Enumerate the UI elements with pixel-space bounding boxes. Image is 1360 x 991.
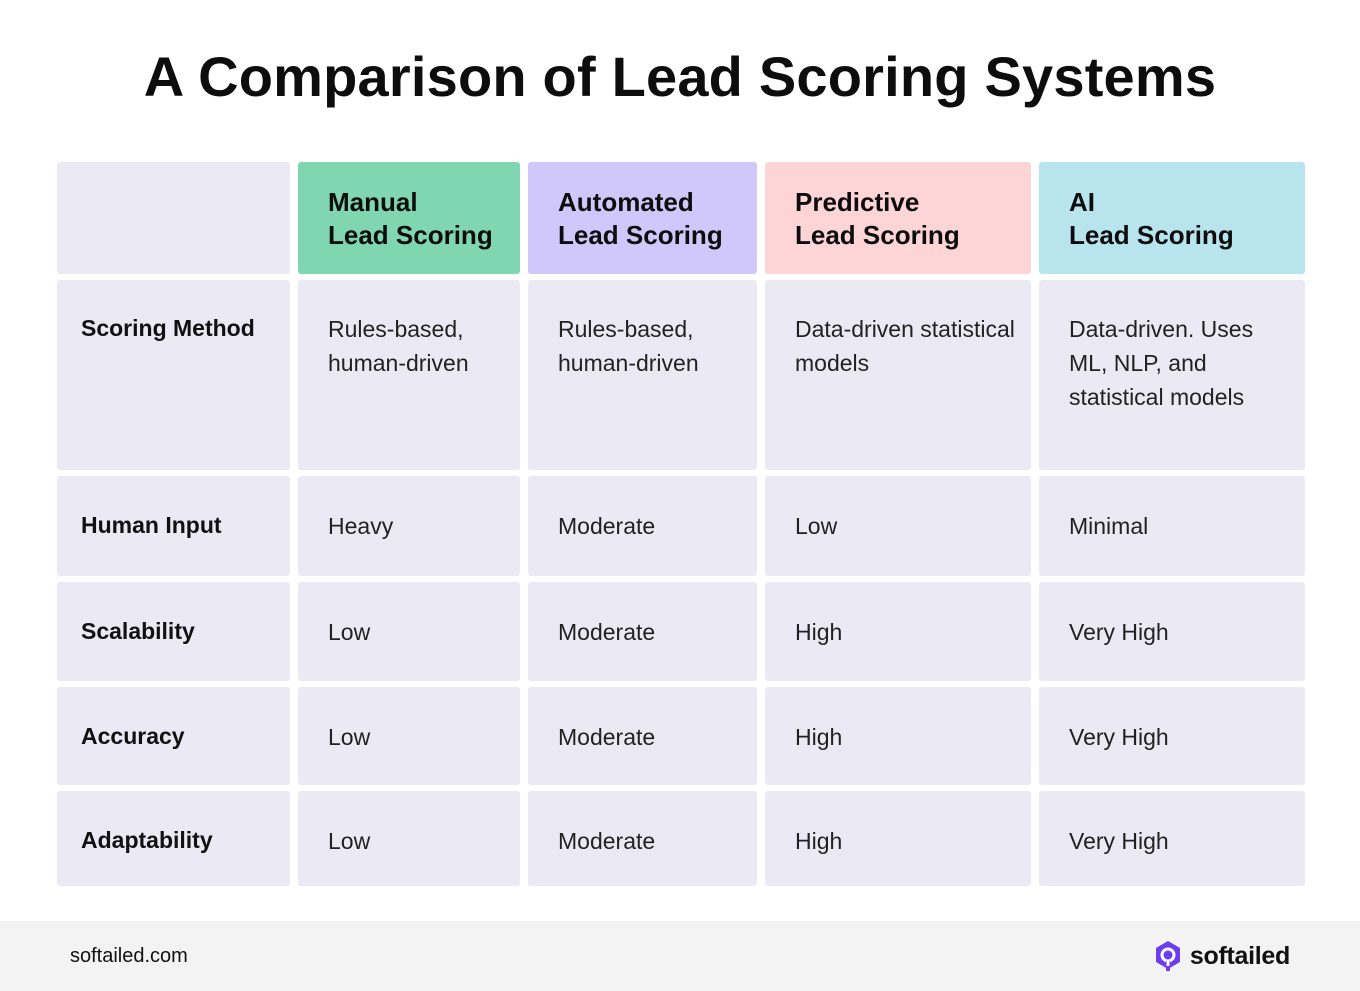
column-header-predictive: Predictive Lead Scoring bbox=[765, 162, 1031, 274]
cell-scoring-method-automated: Rules-based, human-driven bbox=[528, 280, 757, 470]
cell-adaptability-manual: Low bbox=[298, 791, 520, 886]
cell-accuracy-automated: Moderate bbox=[528, 687, 757, 785]
cell-scalability-predictive: High bbox=[765, 582, 1031, 681]
cell-human-input-ai: Minimal bbox=[1039, 476, 1305, 576]
cell-human-input-predictive: Low bbox=[765, 476, 1031, 576]
cell-scalability-ai: Very High bbox=[1039, 582, 1305, 681]
row-label-adaptability: Adaptability bbox=[57, 791, 290, 886]
comparison-table: Manual Lead Scoring Automated Lead Scori… bbox=[57, 162, 1305, 886]
column-header-ai: AI Lead Scoring bbox=[1039, 162, 1305, 274]
softailed-logo-icon bbox=[1155, 941, 1180, 971]
cell-adaptability-ai: Very High bbox=[1039, 791, 1305, 886]
row-label-scalability: Scalability bbox=[57, 582, 290, 681]
cell-human-input-automated: Moderate bbox=[528, 476, 757, 576]
row-label-accuracy: Accuracy bbox=[57, 687, 290, 785]
cell-adaptability-predictive: High bbox=[765, 791, 1031, 886]
row-label-human-input: Human Input bbox=[57, 476, 290, 576]
corner-cell bbox=[57, 162, 290, 274]
cell-scoring-method-manual: Rules-based, human-driven bbox=[298, 280, 520, 470]
brand-name: softailed bbox=[1189, 941, 1290, 970]
cell-accuracy-ai: Very High bbox=[1039, 687, 1305, 785]
cell-scalability-automated: Moderate bbox=[528, 582, 757, 681]
cell-scalability-manual: Low bbox=[298, 582, 520, 681]
brand-logo[interactable]: softailed bbox=[1154, 939, 1290, 973]
footer-url[interactable]: softailed.com bbox=[70, 945, 188, 967]
cell-accuracy-manual: Low bbox=[298, 687, 520, 785]
column-header-automated: Automated Lead Scoring bbox=[528, 162, 757, 274]
footer: softailed.com softailed bbox=[0, 921, 1360, 991]
page-title: A Comparison of Lead Scoring Systems bbox=[143, 45, 1217, 108]
column-header-manual: Manual Lead Scoring bbox=[298, 162, 520, 274]
cell-scoring-method-ai: Data-driven. Uses ML, NLP, and statistic… bbox=[1039, 280, 1305, 470]
cell-scoring-method-predictive: Data-driven statistical models bbox=[765, 280, 1031, 470]
cell-human-input-manual: Heavy bbox=[298, 476, 520, 576]
cell-accuracy-predictive: High bbox=[765, 687, 1031, 785]
cell-adaptability-automated: Moderate bbox=[528, 791, 757, 886]
row-label-scoring-method: Scoring Method bbox=[57, 280, 290, 470]
